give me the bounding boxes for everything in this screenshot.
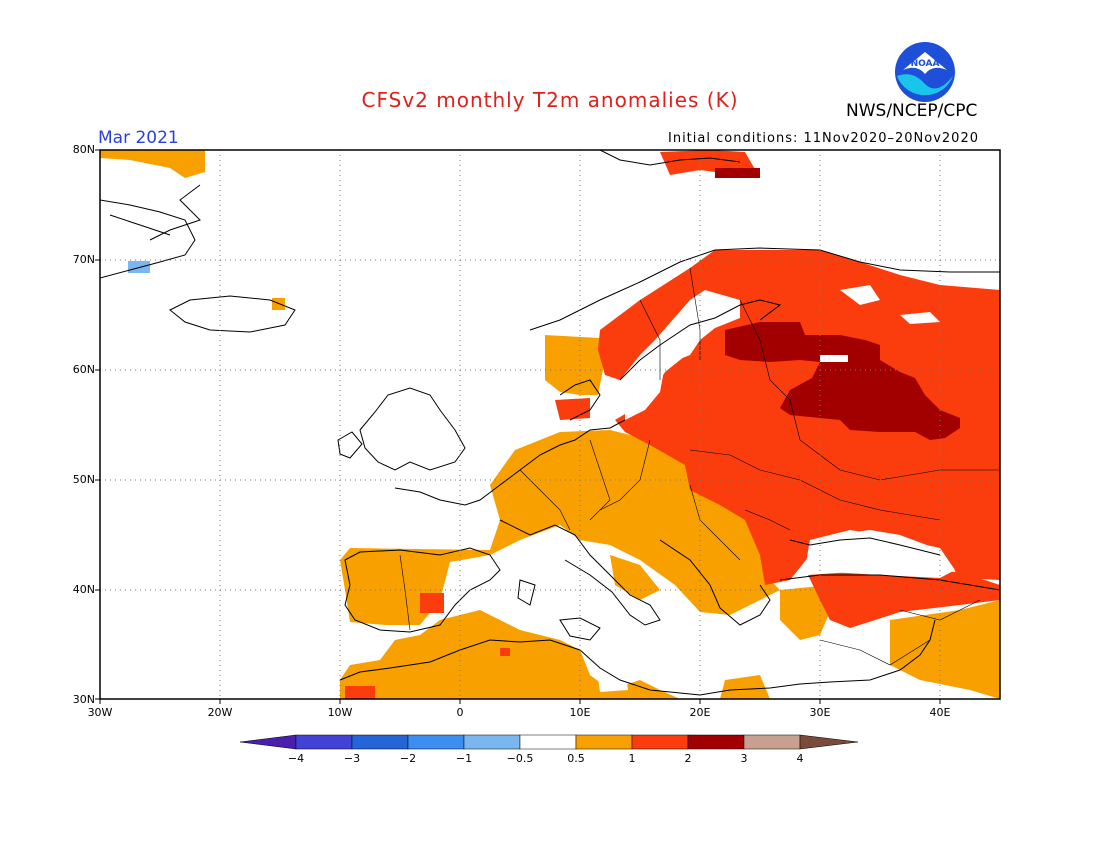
colorbar-label: −2	[399, 752, 417, 765]
map-title: CFSv2 monthly T2m anomalies (K)	[361, 88, 739, 112]
lon-label-0: 0	[456, 706, 464, 719]
svg-text:NOAA: NOAA	[911, 59, 940, 69]
colorbar-bin	[351, 734, 409, 750]
axis-ticks	[95, 149, 941, 704]
coastlines	[100, 150, 1000, 696]
colorbar-label: −4	[287, 752, 305, 765]
colorbar-bin	[631, 734, 689, 750]
colorbar-label: 2	[684, 752, 692, 765]
colorbar	[239, 734, 859, 750]
colorbar-bin	[519, 734, 577, 750]
lat-label-40n: 40N	[72, 583, 95, 596]
anomaly-shading-05-1	[100, 150, 1000, 699]
near-normal-areas	[598, 285, 955, 692]
colorbar-label: −0.5	[506, 752, 534, 765]
lon-label-10w: 10W	[327, 706, 353, 719]
forecast-period: Mar 2021	[98, 128, 179, 148]
colorbar-label: 3	[740, 752, 748, 765]
colorbar-label: −1	[455, 752, 473, 765]
colorbar-bin	[295, 734, 353, 750]
colorbar-label: 1	[628, 752, 636, 765]
colorbar-label: 4	[796, 752, 804, 765]
lon-label-10e: 10E	[569, 706, 591, 719]
colorbar-low-arrow	[239, 734, 297, 750]
map-frame	[99, 149, 1001, 700]
initial-conditions: Initial conditions: 11Nov2020–20Nov2020	[668, 131, 979, 146]
country-borders	[399, 267, 1000, 666]
noaa-logo-icon: NOAA	[895, 42, 955, 102]
lat-label-70n: 70N	[72, 253, 95, 266]
lat-label-60n: 60N	[72, 363, 95, 376]
lat-label-50n: 50N	[72, 473, 95, 486]
lat-label-80n: 80N	[72, 143, 95, 156]
colorbar-bin	[687, 734, 745, 750]
lon-label-30w: 30W	[87, 706, 113, 719]
negative-anomaly-cell	[128, 261, 150, 273]
graticule	[100, 150, 1000, 699]
lon-label-40e: 40E	[929, 706, 951, 719]
colorbar-bin	[463, 734, 521, 750]
lon-label-20w: 20W	[207, 706, 233, 719]
agency-label: NWS/NCEP/CPC	[846, 101, 978, 121]
colorbar-label: 0.5	[567, 752, 585, 765]
colorbar-bin	[575, 734, 633, 750]
colorbar-label: −3	[343, 752, 361, 765]
lat-label-30n: 30N	[72, 693, 95, 706]
colorbar-high-arrow	[799, 734, 859, 750]
anomaly-shading-2-3	[715, 168, 960, 440]
colorbar-bin	[407, 734, 465, 750]
lon-label-20e: 20E	[689, 706, 711, 719]
colorbar-bin	[743, 734, 801, 750]
lon-label-30e: 30E	[809, 706, 831, 719]
